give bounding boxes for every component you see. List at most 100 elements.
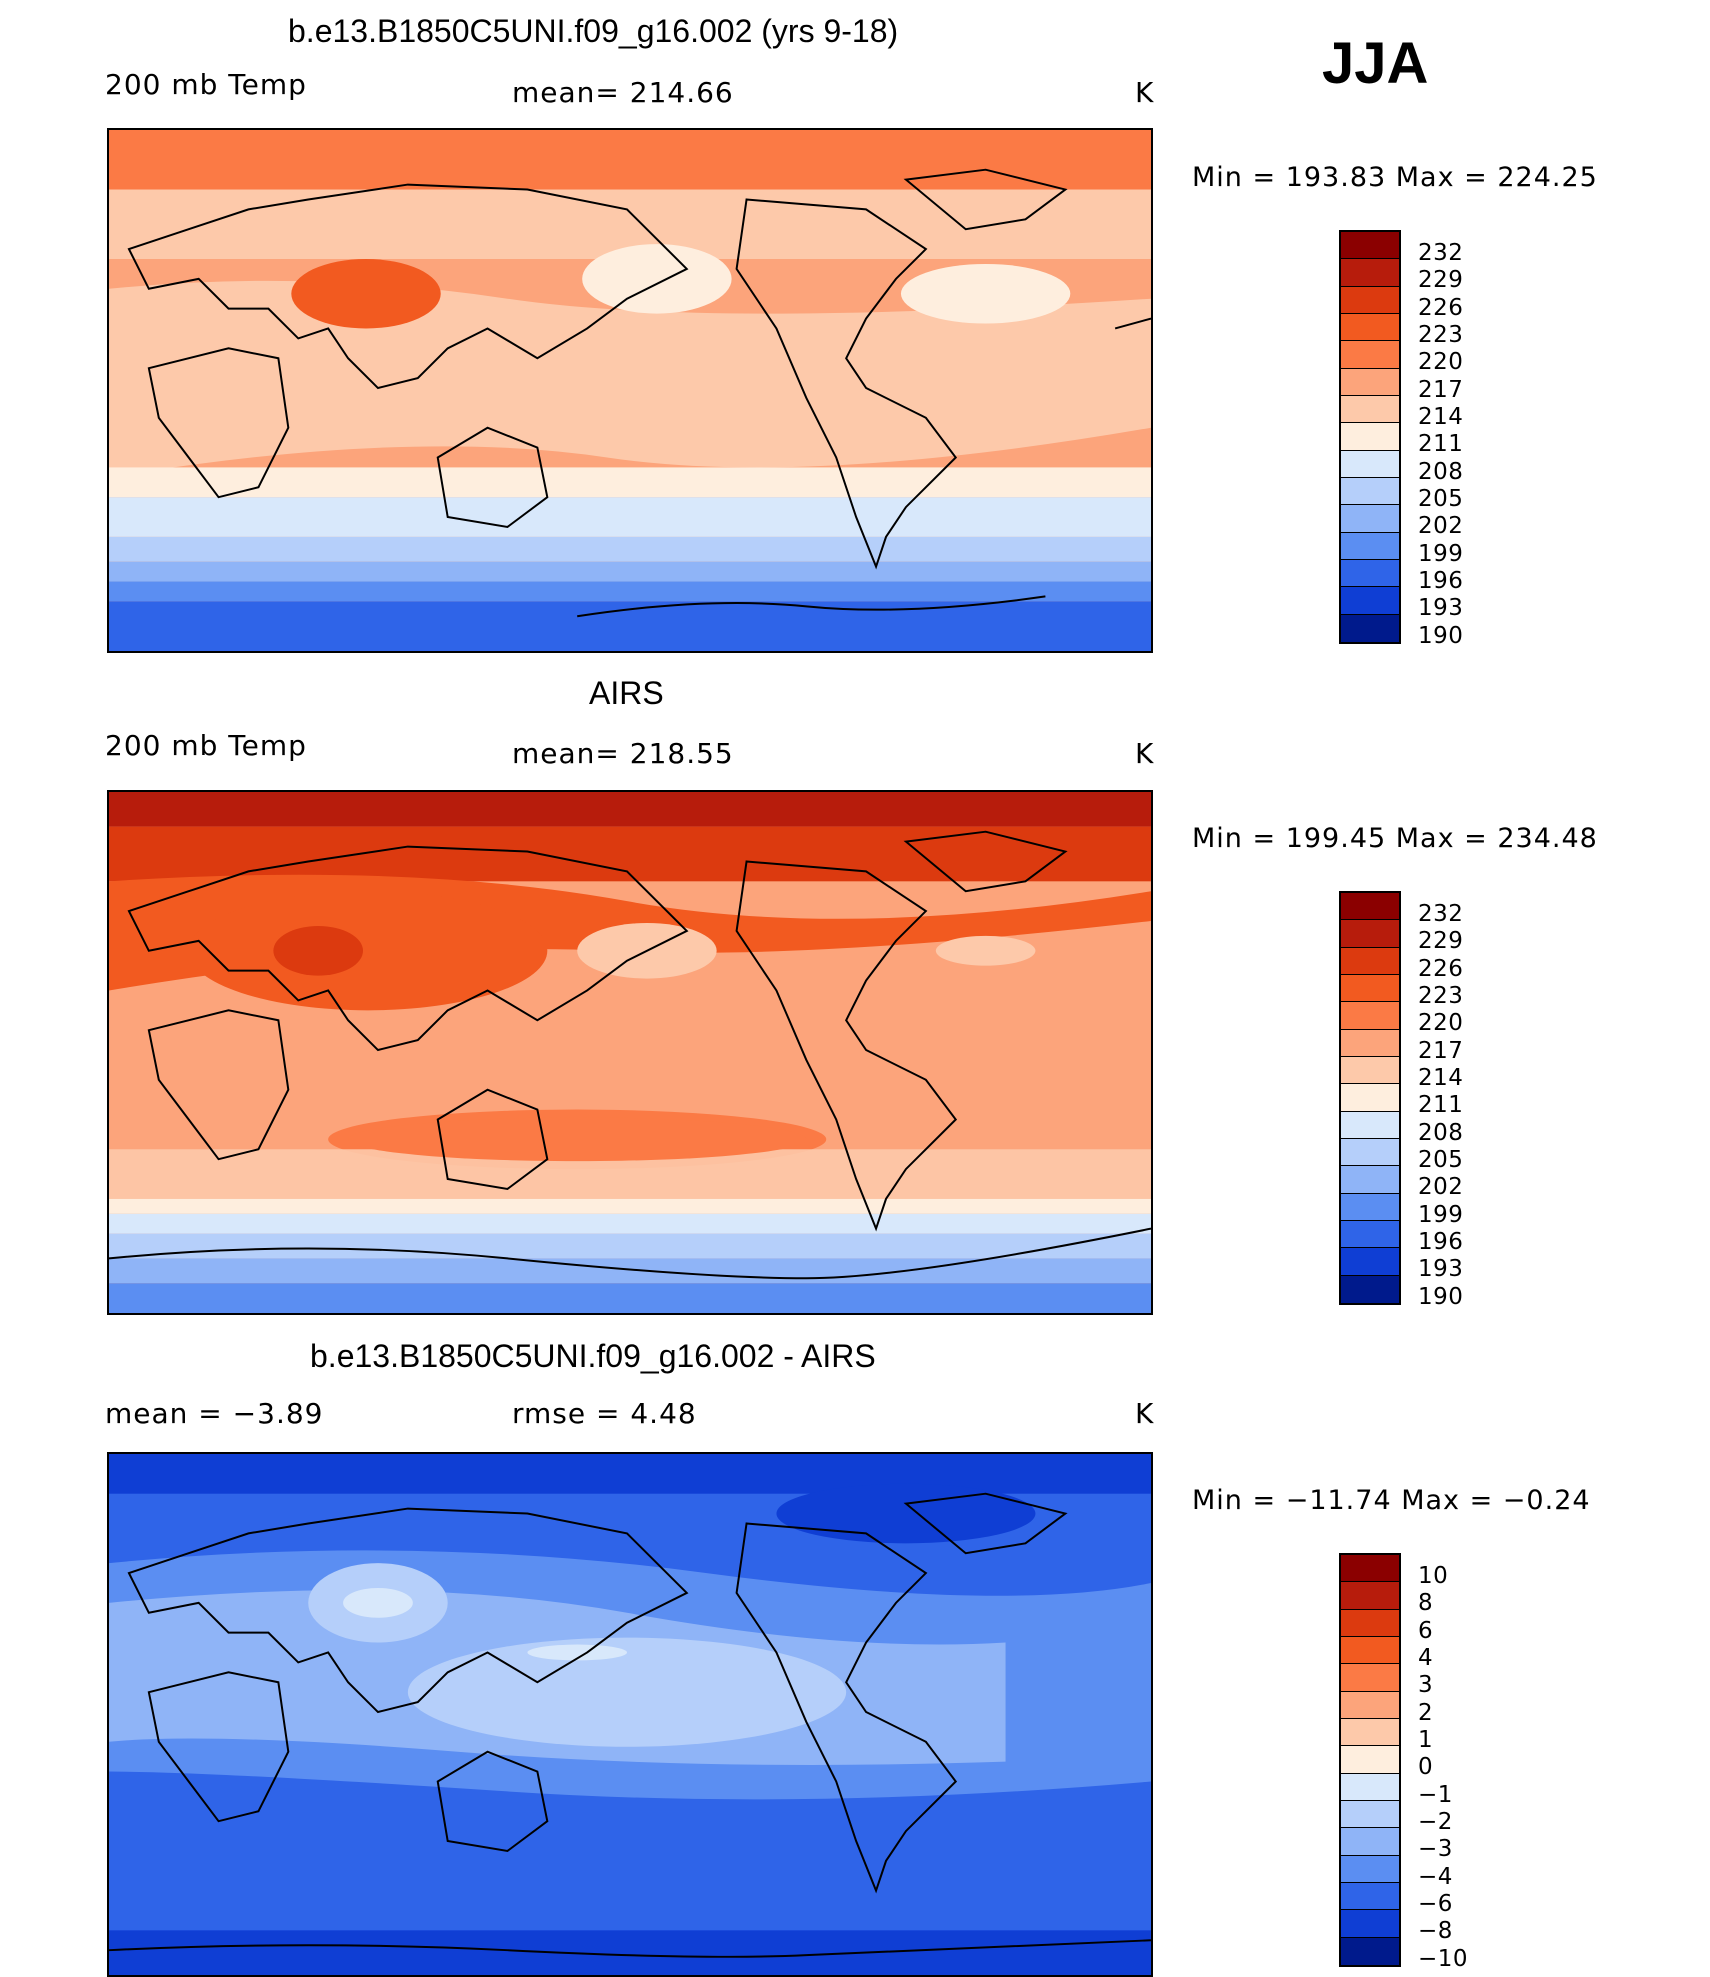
colorbar-tick-label: 223 (1418, 983, 1464, 1010)
panel-2-map (107, 790, 1153, 1315)
colorbar-tick-label: 1 (1418, 1727, 1434, 1754)
panel-3-map (107, 1452, 1153, 1977)
colorbar-tick-label: 232 (1418, 240, 1464, 267)
panel-2-title: AIRS (589, 675, 664, 711)
colorbar-tick-label: 193 (1418, 1256, 1464, 1283)
colorbar-segment (1341, 232, 1399, 260)
panel-1-contour-plot (109, 130, 1151, 651)
colorbar-tick-label: 205 (1418, 486, 1464, 513)
colorbar-tick-label: 202 (1418, 1174, 1464, 1201)
colorbar-segment (1341, 1937, 1399, 1965)
colorbar-segment (1341, 341, 1399, 369)
colorbar-segment (1341, 1029, 1399, 1057)
colorbar-segment (1341, 1248, 1399, 1276)
colorbar-tick-label: 10 (1418, 1563, 1449, 1590)
colorbar-segment (1341, 505, 1399, 533)
colorbar-tick-label: 229 (1418, 267, 1464, 294)
panel-1-variable-label: 200 mb Temp (105, 68, 307, 101)
panel-1-mean-label: mean= 214.66 (512, 76, 734, 109)
panel-2-contour-plot (109, 792, 1151, 1313)
panel-3-minmax: Min = −11.74 Max = −0.24 (1192, 1485, 1591, 1516)
colorbar-tick-label: 223 (1418, 322, 1464, 349)
colorbar-segment (1341, 423, 1399, 451)
panel-3-mean-label: mean = −3.89 (105, 1397, 324, 1430)
colorbar-segment (1341, 1855, 1399, 1883)
colorbar-tick-label: 202 (1418, 513, 1464, 540)
colorbar-tick-label: 190 (1418, 1283, 1464, 1310)
colorbar-tick-label: 217 (1418, 1037, 1464, 1064)
colorbar-tick-label: 214 (1418, 404, 1464, 431)
colorbar-segment (1341, 614, 1399, 642)
colorbar-tick-label: 196 (1418, 568, 1464, 595)
colorbar-segment (1341, 368, 1399, 396)
colorbar-segment (1341, 1828, 1399, 1856)
colorbar-tick-label: 208 (1418, 1119, 1464, 1146)
colorbar-segment (1341, 1636, 1399, 1665)
colorbar-segment (1341, 974, 1399, 1003)
colorbar-tick-label: 211 (1418, 1092, 1464, 1119)
colorbar-tick-label: 199 (1418, 1201, 1464, 1228)
colorbar-tick-label: 2 (1418, 1699, 1434, 1726)
colorbar-tick-label: −3 (1418, 1836, 1453, 1863)
colorbar-segment (1341, 450, 1399, 478)
colorbar-segment (1341, 1664, 1399, 1692)
panel-3-title: b.e13.B1850C5UNI.f09_g16.002 - AIRS (310, 1338, 876, 1374)
panel-1-colorbar (1339, 230, 1401, 644)
colorbar-tick-label: −8 (1418, 1918, 1453, 1945)
colorbar-tick-label: 0 (1418, 1754, 1434, 1781)
season-label: JJA (1322, 31, 1429, 96)
colorbar-tick-label: 226 (1418, 294, 1464, 321)
colorbar-segment (1341, 1138, 1399, 1167)
colorbar-tick-label: 3 (1418, 1672, 1434, 1699)
colorbar-tick-label: 6 (1418, 1617, 1434, 1644)
colorbar-segment (1341, 559, 1399, 588)
colorbar-segment (1341, 1193, 1399, 1221)
panel-3-rmse-label: rmse = 4.48 (512, 1397, 697, 1430)
colorbar-tick-label: 190 (1418, 622, 1464, 649)
colorbar-segment (1341, 1002, 1399, 1030)
colorbar-tick-label: 199 (1418, 540, 1464, 567)
colorbar-tick-label: 220 (1418, 1010, 1464, 1037)
colorbar-tick-label: −10 (1418, 1945, 1469, 1972)
colorbar-tick-label: −2 (1418, 1809, 1453, 1836)
panel-2-mean-label: mean= 218.55 (512, 737, 734, 770)
colorbar-tick-label: 193 (1418, 595, 1464, 622)
colorbar-tick-label: 214 (1418, 1065, 1464, 1092)
panel-3-contour-plot (109, 1454, 1151, 1975)
panel-2-colorbar (1339, 891, 1401, 1305)
colorbar-tick-label: 208 (1418, 458, 1464, 485)
panel-1-minmax: Min = 193.83 Max = 224.25 (1192, 162, 1598, 193)
colorbar-segment (1341, 1166, 1399, 1194)
colorbar-segment (1341, 1084, 1399, 1112)
colorbar-segment (1341, 477, 1399, 506)
colorbar-segment (1341, 1220, 1399, 1249)
colorbar-tick-label: 220 (1418, 349, 1464, 376)
colorbar-tick-label: 229 (1418, 928, 1464, 955)
colorbar-segment (1341, 893, 1399, 921)
colorbar-segment (1341, 1582, 1399, 1610)
panel-2-variable-label: 200 mb Temp (105, 729, 307, 762)
colorbar-segment (1341, 1882, 1399, 1911)
panel-3-colorbar (1339, 1553, 1401, 1967)
colorbar-tick-label: 232 (1418, 901, 1464, 928)
colorbar-tick-label: 205 (1418, 1147, 1464, 1174)
colorbar-segment (1341, 1910, 1399, 1938)
colorbar-segment (1341, 1275, 1399, 1303)
colorbar-tick-label: 211 (1418, 431, 1464, 458)
colorbar-segment (1341, 1555, 1399, 1583)
panel-3-units: K (1135, 1397, 1155, 1430)
colorbar-tick-label: 8 (1418, 1590, 1434, 1617)
colorbar-segment (1341, 1056, 1399, 1085)
colorbar-segment (1341, 1111, 1399, 1139)
colorbar-segment (1341, 1746, 1399, 1774)
colorbar-tick-label: −1 (1418, 1781, 1453, 1808)
colorbar-segment (1341, 1773, 1399, 1801)
colorbar-tick-label: 4 (1418, 1645, 1434, 1672)
panel-2-units: K (1135, 737, 1155, 770)
panel-2-minmax: Min = 199.45 Max = 234.48 (1192, 823, 1598, 854)
colorbar-segment (1341, 1800, 1399, 1829)
colorbar-segment (1341, 532, 1399, 560)
colorbar-segment (1341, 1609, 1399, 1637)
colorbar-segment (1341, 587, 1399, 615)
colorbar-tick-label: −6 (1418, 1891, 1453, 1918)
